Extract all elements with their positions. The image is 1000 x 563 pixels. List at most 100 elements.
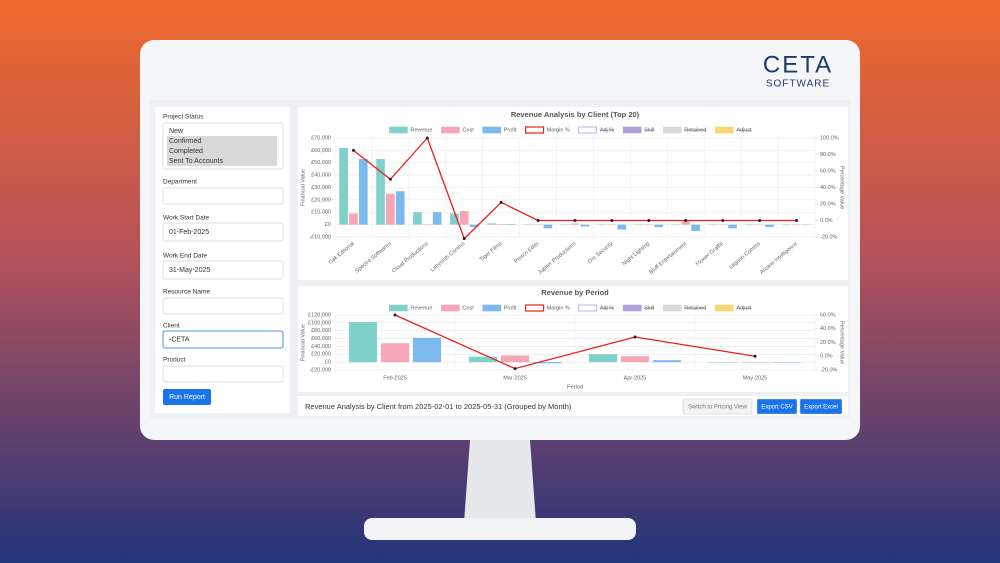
legend-label[interactable]: Cost bbox=[462, 305, 474, 311]
y-tick-label: £100,000 bbox=[308, 320, 331, 326]
y-tick-label: £60,000 bbox=[311, 336, 331, 342]
footer-button[interactable] bbox=[799, 398, 843, 415]
monitor-base bbox=[364, 518, 636, 540]
input[interactable] bbox=[162, 222, 284, 242]
legend-swatch bbox=[715, 304, 734, 312]
y2-tick-label: 100.0% bbox=[820, 135, 839, 141]
y-axis-title: Financial Value bbox=[300, 169, 306, 206]
footer-button[interactable] bbox=[756, 398, 798, 415]
bar bbox=[708, 362, 738, 363]
bar bbox=[560, 224, 570, 226]
bar bbox=[765, 224, 774, 228]
bar bbox=[533, 224, 543, 226]
run-report-button[interactable] bbox=[163, 389, 211, 405]
line-point bbox=[499, 200, 503, 204]
legend-label[interactable]: Margin % bbox=[547, 127, 570, 133]
y-tick-label: £40,000 bbox=[311, 344, 331, 350]
field-label: Work Start Date bbox=[163, 215, 210, 222]
footer-button-label[interactable]: Export CSV bbox=[761, 405, 792, 411]
y2-tick-label: -20.0% bbox=[820, 234, 838, 240]
line-point bbox=[462, 237, 466, 241]
legend-swatch bbox=[524, 126, 545, 134]
y2-tick-label: 20.0% bbox=[820, 201, 836, 207]
y-tick-label: £70,000 bbox=[311, 135, 331, 141]
bar bbox=[496, 224, 506, 225]
legend-label[interactable]: Revenue bbox=[410, 127, 432, 133]
bar bbox=[580, 224, 590, 227]
bar bbox=[597, 224, 607, 226]
monitor-neck bbox=[464, 440, 536, 522]
line-point bbox=[795, 219, 799, 222]
legend-label[interactable]: Margin % bbox=[547, 305, 570, 311]
bar bbox=[486, 223, 496, 225]
y2-axis-title: Percentage Value bbox=[839, 166, 845, 209]
legend-swatch bbox=[524, 304, 545, 312]
legend-label[interactable]: Skill bbox=[644, 305, 654, 311]
legend-label[interactable]: Adjust bbox=[736, 305, 752, 311]
y-tick-label: £20,000 bbox=[311, 352, 331, 358]
legend-swatch bbox=[482, 126, 502, 134]
legend-label[interactable]: Revenue bbox=[410, 305, 432, 311]
y2-tick-label: 0.0% bbox=[820, 354, 833, 360]
bar bbox=[376, 159, 385, 225]
field-label: Department bbox=[163, 179, 197, 186]
legend-label[interactable]: Profit bbox=[504, 127, 517, 133]
input-value: 31-May-2025 bbox=[169, 267, 210, 274]
bar bbox=[708, 224, 718, 226]
bar bbox=[782, 224, 792, 226]
bar bbox=[468, 356, 498, 363]
legend-label[interactable]: Cost bbox=[462, 127, 474, 133]
legend-label[interactable]: Adj % bbox=[600, 127, 614, 133]
bar bbox=[691, 224, 700, 231]
legend-label[interactable]: Adj % bbox=[600, 305, 614, 311]
bar bbox=[620, 356, 650, 363]
legend-swatch bbox=[578, 126, 598, 134]
option[interactable]: Confirmed bbox=[169, 138, 201, 145]
footer-button[interactable] bbox=[682, 398, 753, 415]
y-tick-label: £50,000 bbox=[311, 160, 331, 166]
input[interactable] bbox=[162, 330, 284, 349]
input[interactable] bbox=[162, 187, 284, 205]
legend-label[interactable]: Skill bbox=[644, 127, 654, 133]
y-tick-label: £60,000 bbox=[311, 148, 331, 154]
selected-option-bg bbox=[167, 146, 277, 156]
bar bbox=[652, 360, 682, 363]
line-point bbox=[536, 219, 540, 222]
footer-button-label[interactable]: Switch to Pricing View bbox=[688, 405, 748, 411]
input[interactable] bbox=[162, 260, 284, 280]
legend-label[interactable]: Retained bbox=[684, 127, 706, 133]
margin-line bbox=[394, 314, 756, 370]
field-label: Work End Date bbox=[163, 253, 207, 260]
input[interactable] bbox=[162, 297, 284, 315]
field-label: Resource Name bbox=[163, 289, 210, 296]
bar bbox=[500, 355, 530, 363]
legend-swatch bbox=[662, 126, 682, 134]
option[interactable]: Sent To Accounts bbox=[169, 158, 223, 165]
bar bbox=[740, 362, 770, 363]
y-axis-title: Financial Value bbox=[300, 324, 306, 361]
line-point bbox=[388, 177, 392, 181]
legend-label[interactable]: Adjust bbox=[736, 127, 752, 133]
legend-label[interactable]: Retained bbox=[684, 305, 706, 311]
legend-label[interactable]: Profit bbox=[504, 305, 517, 311]
bar bbox=[802, 224, 811, 226]
option[interactable]: New bbox=[169, 128, 184, 135]
y-tick-label: £10,000 bbox=[311, 210, 331, 216]
x-tick-label: Apr-2025 bbox=[624, 375, 647, 381]
bar bbox=[422, 224, 432, 226]
input[interactable] bbox=[162, 365, 284, 383]
legend-swatch bbox=[441, 126, 460, 134]
bar bbox=[349, 213, 358, 225]
bar bbox=[532, 362, 562, 364]
bar bbox=[644, 224, 654, 226]
selected-option-bg bbox=[167, 136, 277, 146]
y2-tick-label: -20.0% bbox=[820, 367, 838, 373]
option[interactable]: Completed bbox=[169, 148, 203, 155]
field-label: Project Status bbox=[163, 114, 204, 121]
footer-button-label[interactable]: Export Excel bbox=[804, 405, 838, 411]
y2-tick-label: 0.0% bbox=[820, 218, 833, 224]
chart-panel bbox=[298, 107, 848, 280]
run-report-label[interactable]: Run Report bbox=[169, 394, 205, 401]
